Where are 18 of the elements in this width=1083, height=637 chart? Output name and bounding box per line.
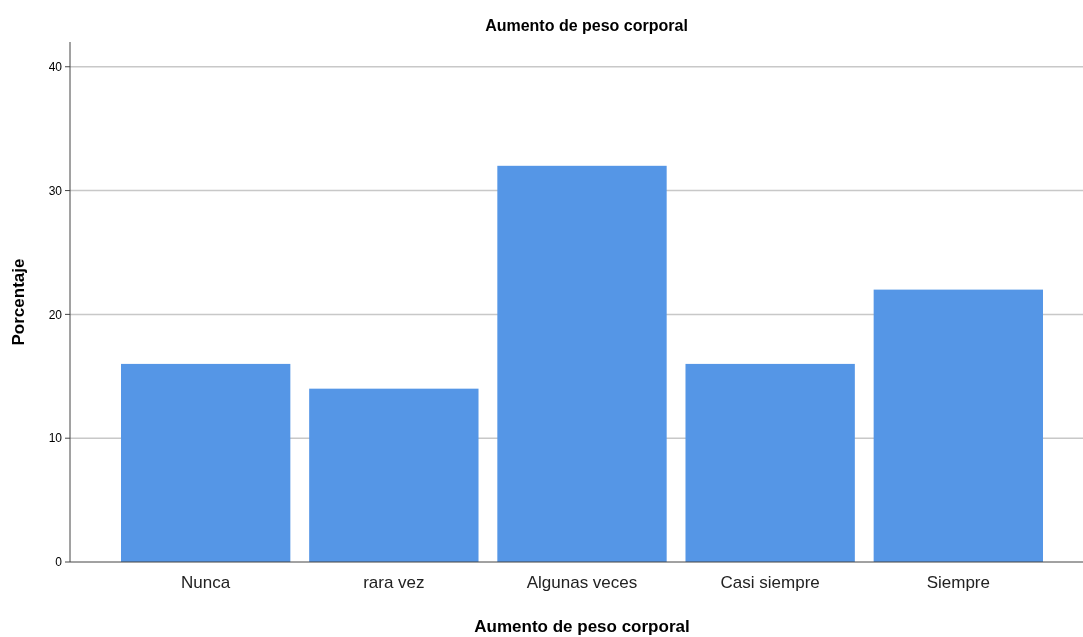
bar	[121, 363, 291, 562]
bar	[685, 363, 855, 562]
y-tick-label: 30	[48, 183, 63, 198]
y-axis-title: Porcentaje	[9, 258, 28, 346]
x-axis-title: Aumento de peso corporal	[474, 617, 690, 636]
x-tick-label: Casi siempre	[720, 573, 820, 592]
bar	[873, 289, 1043, 562]
y-tick-label: 10	[48, 431, 63, 446]
x-tick-label: rara vez	[363, 573, 425, 592]
y-tick-label: 40	[48, 59, 63, 74]
y-tick-label: 0	[55, 555, 63, 570]
y-tick-label: 20	[48, 307, 63, 322]
bar	[309, 388, 479, 562]
bar	[497, 165, 667, 562]
x-tick-label: Siempre	[926, 573, 990, 592]
x-tick-label: Nunca	[181, 573, 231, 592]
x-tick-label: Algunas veces	[526, 573, 638, 592]
chart-title: Aumento de peso corporal	[485, 17, 688, 34]
